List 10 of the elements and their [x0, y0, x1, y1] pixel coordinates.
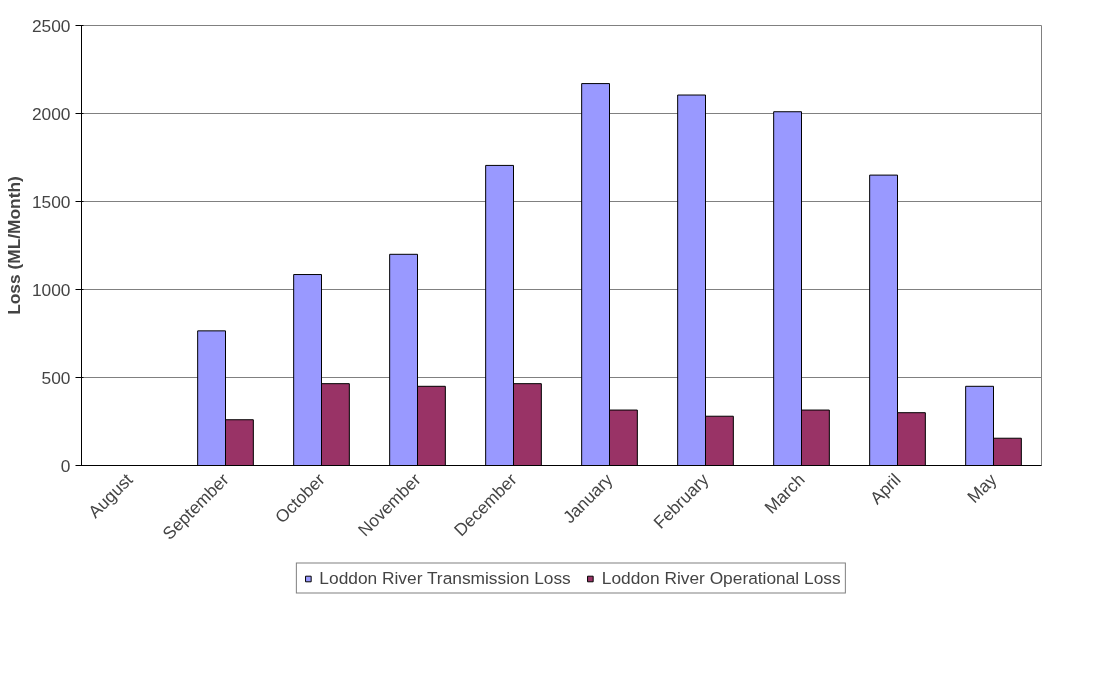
- legend-label: Loddon River Operational Loss: [601, 567, 841, 589]
- y-tick-label: 1500: [31, 191, 71, 212]
- y-tick-label: 2500: [31, 15, 71, 36]
- y-tick-label: 2000: [31, 103, 71, 124]
- y-tick-label: 0: [60, 455, 71, 476]
- y-axis-title: Loss (ML/Month): [3, 176, 24, 315]
- y-tick-label: 500: [41, 367, 71, 388]
- legend-label: Loddon River Transmission Loss: [319, 567, 571, 589]
- y-tick-label: 1000: [31, 279, 71, 300]
- x-tick-label: May: [963, 469, 1001, 507]
